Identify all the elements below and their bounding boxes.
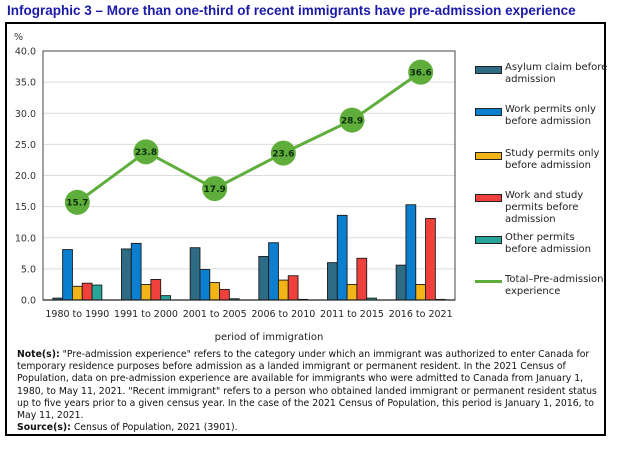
- bar-asylum-claim-before-admission: [395, 264, 407, 301]
- notes-block: Note(s): "Pre-admission experience" refe…: [17, 349, 607, 434]
- total-data-label: 36.6: [410, 68, 432, 78]
- y-tick-label: 35.0: [15, 78, 36, 89]
- bar-work-and-study-permits-before-admission: [81, 282, 93, 301]
- bar-study-permits-only-before-admission: [209, 282, 221, 301]
- total-data-label: 15.7: [66, 199, 88, 209]
- legend-label: Work and study permits before admission: [505, 190, 584, 225]
- legend-label: Other permits before admission: [505, 232, 592, 255]
- total-data-label: 23.6: [272, 149, 294, 159]
- note-paragraph: Note(s): "Pre-admission experience" refe…: [17, 349, 607, 422]
- total-data-label: 17.9: [204, 185, 226, 195]
- legend-item-study-permits: Study permits only before admission: [475, 148, 610, 172]
- y-tick-label: 5.0: [21, 264, 36, 275]
- bar-study-permits-only-before-admission: [415, 283, 427, 301]
- y-tick-label: 15.0: [15, 202, 36, 213]
- y-tick-label: 20.0: [15, 171, 36, 182]
- note-label: Note(s):: [17, 349, 60, 360]
- legend-item-work-and-study: Work and study permits before admission: [475, 190, 610, 226]
- legend-label: Total–Pre-admission experience: [505, 274, 604, 297]
- bar-asylum-claim-before-admission: [258, 255, 270, 301]
- bar-asylum-claim-before-admission: [327, 262, 338, 301]
- legend-item-work-permits: Work permits only before admission: [475, 104, 610, 128]
- legend-item-asylum: Asylum claim before admission: [475, 62, 610, 86]
- legend-label: Study permits only before admission: [505, 148, 600, 171]
- y-tick-label: 25.0: [15, 140, 36, 151]
- legend-swatch-work-permits: [475, 108, 502, 116]
- legend-item-total: Total–Pre-admission experience: [475, 274, 610, 298]
- bar-work-permits-only-before-admission: [336, 214, 348, 301]
- legend-swatch-other-permits: [475, 236, 502, 244]
- bar-study-permits-only-before-admission: [277, 279, 289, 301]
- total-line: [76, 70, 422, 204]
- legend-swatch-study-permits: [475, 152, 502, 160]
- total-point-marker: [202, 176, 228, 202]
- y-tick-label: 30.0: [15, 109, 36, 120]
- total-point-marker: [270, 140, 296, 166]
- total-point-marker: [64, 189, 90, 215]
- total-point-marker: [339, 107, 365, 133]
- bar-work-permits-only-before-admission: [268, 242, 279, 301]
- x-tick-label: 1991 to 2000: [114, 309, 178, 320]
- x-tick-label: 2001 to 2005: [183, 309, 247, 320]
- source-paragraph: Source(s): Census of Population, 2021 (3…: [17, 422, 607, 434]
- legend-swatch-asylum: [475, 66, 502, 74]
- source-text: Census of Population, 2021 (3901).: [70, 422, 238, 434]
- bar-work-permits-only-before-admission: [130, 242, 142, 301]
- bar-asylum-claim-before-admission: [189, 247, 201, 301]
- bar-work-and-study-permits-before-admission: [150, 279, 162, 301]
- legend-item-other-permits: Other permits before admission: [475, 232, 610, 256]
- y-axis-unit-label: %: [14, 32, 23, 43]
- bar-work-and-study-permits-before-admission: [287, 275, 299, 301]
- y-tick-label: 0.0: [21, 296, 36, 307]
- legend-line-total: [475, 280, 502, 283]
- bar-work-and-study-permits-before-admission: [425, 218, 436, 301]
- bar-other-permits-before-admission: [160, 295, 171, 301]
- bar-asylum-claim-before-admission: [121, 248, 132, 301]
- bar-work-permits-only-before-admission: [199, 269, 211, 301]
- x-tick-label: 1980 to 1990: [45, 309, 109, 320]
- bar-other-permits-before-admission: [91, 284, 103, 301]
- legend-swatch-work-and-study: [475, 194, 502, 202]
- legend-label: Work permits only before admission: [505, 104, 596, 127]
- x-tick-label: 2006 to 2010: [251, 309, 315, 320]
- bar-work-and-study-permits-before-admission: [356, 257, 368, 301]
- bar-study-permits-only-before-admission: [140, 283, 152, 301]
- total-data-label: 23.8: [135, 148, 157, 158]
- y-tick-label: 10.0: [15, 233, 36, 244]
- chart-frame: [5, 22, 606, 436]
- bar-work-and-study-permits-before-admission: [219, 288, 230, 301]
- bar-study-permits-only-before-admission: [71, 285, 83, 301]
- total-point-marker: [408, 59, 434, 85]
- bar-work-permits-only-before-admission: [405, 204, 417, 301]
- infographic-title: Infographic 3 – More than one-third of r…: [7, 3, 576, 18]
- note-text: "Pre-admission experience" refers to the…: [17, 349, 597, 422]
- source-label: Source(s):: [17, 422, 71, 434]
- x-axis-title: period of immigration: [215, 332, 324, 343]
- total-data-label: 28.9: [341, 116, 363, 126]
- x-tick-label: 2011 to 2015: [320, 309, 384, 320]
- bar-work-permits-only-before-admission: [62, 249, 73, 301]
- legend-label: Asylum claim before admission: [505, 62, 608, 85]
- y-tick-label: 40.0: [15, 47, 36, 58]
- total-point-marker: [133, 139, 159, 165]
- x-tick-label: 2016 to 2021: [389, 309, 453, 320]
- bar-study-permits-only-before-admission: [346, 283, 358, 301]
